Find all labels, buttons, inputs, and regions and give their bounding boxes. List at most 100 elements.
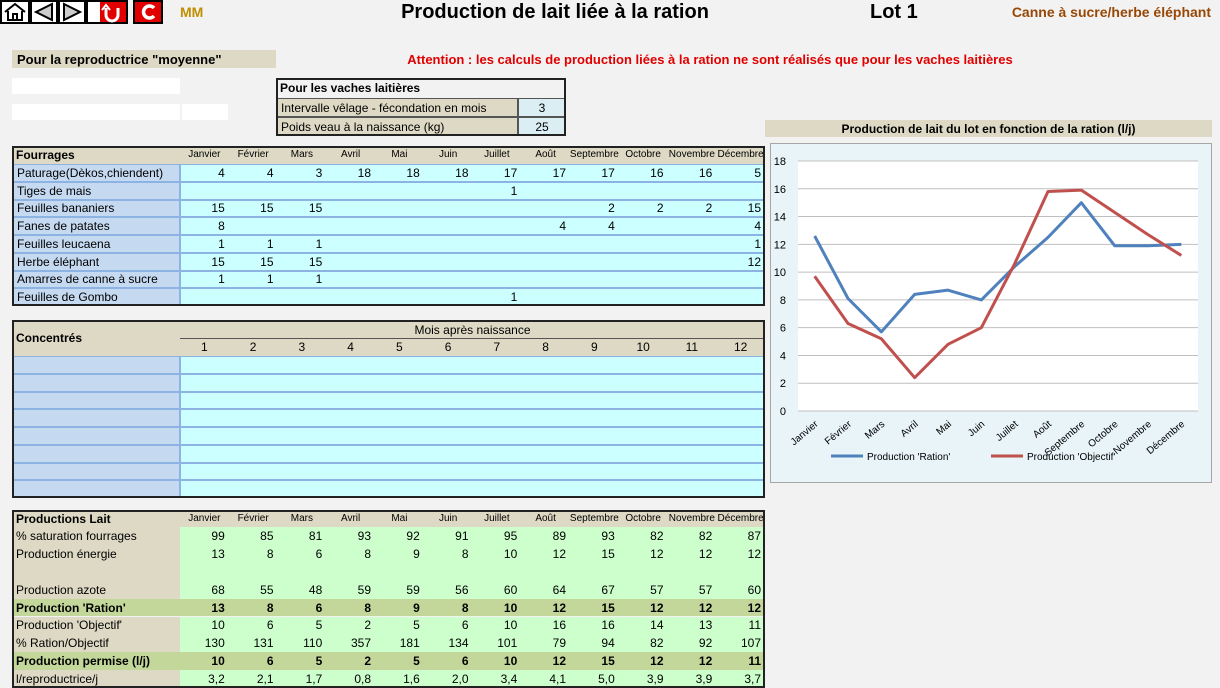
home-button[interactable] <box>0 0 30 24</box>
month-header: Mai <box>391 512 408 524</box>
x-tick-label: Avril <box>899 419 921 440</box>
value-cell: 8 <box>461 600 469 615</box>
value-cell: 357 <box>350 636 371 651</box>
refresh-button[interactable] <box>133 0 163 24</box>
value-cell: 1 <box>315 236 323 251</box>
value-cell: 16 <box>601 618 615 633</box>
y-tick-label: 12 <box>774 239 786 251</box>
value-cell: 60 <box>747 582 761 597</box>
row-cells <box>180 480 765 498</box>
value-cell: 93 <box>357 528 371 543</box>
value-cell: 5 <box>315 654 323 669</box>
lot-label: Lot 1 <box>870 1 918 23</box>
y-tick-label: 6 <box>780 323 786 335</box>
value-cell: 13 <box>211 600 225 615</box>
vaches-label: Intervalle vêlage - fécondation en mois <box>276 98 518 117</box>
value-cell: 17 <box>503 165 518 180</box>
value-cell: 1 <box>266 272 274 287</box>
row-label: Production 'Objectif' <box>12 616 180 635</box>
value-cell: 79 <box>552 636 566 651</box>
value-cell: 2 <box>656 201 664 216</box>
month-header: Octobre <box>625 512 661 524</box>
value-cell: 6 <box>266 654 274 669</box>
value-cell: 68 <box>211 582 225 597</box>
row-label: Feuilles bananiers <box>12 199 180 218</box>
value-cell: 4 <box>608 219 615 234</box>
value-cell: 92 <box>698 636 713 651</box>
value-cell: 87 <box>747 528 761 543</box>
row-cells <box>180 217 765 235</box>
table-header <box>180 510 765 527</box>
value-cell: 134 <box>448 636 469 651</box>
y-tick-label: 14 <box>774 212 786 224</box>
row-cells <box>180 580 765 599</box>
month-header: Octobre <box>625 149 661 160</box>
value-cell: 8 <box>364 600 371 615</box>
row-cells <box>180 616 765 635</box>
value-cell: 15 <box>211 201 225 216</box>
value-cell: 3 <box>315 165 323 180</box>
value-cell: 15 <box>260 254 274 269</box>
value-cell: 6 <box>461 618 469 633</box>
row-label: Fanes de patates <box>12 217 180 235</box>
table-header: Productions Lait <box>12 510 180 527</box>
value-cell: 64 <box>552 582 566 597</box>
chart-title: Production de lait du lot en fonction de… <box>765 120 1212 137</box>
month-header: Janvier <box>188 149 221 160</box>
x-tick-label: Juillet <box>994 419 1021 444</box>
previous-button[interactable] <box>30 0 58 24</box>
ration-label: Canne à sucre/herbe éléphant <box>1011 4 1211 20</box>
month-number: 11 <box>667 338 717 355</box>
y-tick-label: 16 <box>774 184 786 196</box>
value-cell: 92 <box>406 528 420 543</box>
value-cell: 12 <box>650 600 664 615</box>
value-cell: 5 <box>315 618 323 633</box>
value-cell: 1 <box>510 183 518 198</box>
value-cell: 59 <box>357 582 371 597</box>
month-header: Janvier <box>188 512 221 524</box>
value-cell: 59 <box>406 582 420 597</box>
row-label: Feuilles de Gombo <box>12 288 180 306</box>
value-cell: 13 <box>211 546 225 561</box>
value-cell: 5 <box>754 165 761 180</box>
legend-label: Production 'Ration' <box>867 452 950 463</box>
row-label <box>12 409 180 427</box>
value-cell: 3,9 <box>646 672 664 687</box>
blank-cell <box>12 78 180 94</box>
month-number: 7 <box>472 338 522 355</box>
month-header: Mars <box>290 512 313 524</box>
undo-button[interactable] <box>86 0 128 24</box>
value-cell: 2 <box>705 201 713 216</box>
toolbar <box>0 0 163 24</box>
value-cell: 94 <box>601 636 615 651</box>
month-number: 4 <box>326 338 375 355</box>
value-cell: 10 <box>211 618 225 633</box>
y-tick-label: 2 <box>780 378 786 390</box>
month-header: Juin <box>438 149 458 160</box>
value-cell: 1,7 <box>305 672 323 687</box>
chart: 0 2 4 6 8 10 12 14 16 18 Janvier Février Mars Avril Ma… <box>770 143 1212 483</box>
series-line <box>813 201 1182 334</box>
value-cell: 91 <box>455 528 469 543</box>
x-tick-label: Mai <box>935 419 954 438</box>
value-cell: 4,1 <box>549 672 566 687</box>
value-cell: 1,6 <box>403 672 420 687</box>
value-cell: 6 <box>461 654 469 669</box>
value-cell: 15 <box>747 201 761 216</box>
month-number: 8 <box>521 338 570 355</box>
value-cell: 1 <box>510 290 518 305</box>
table-header: Concentrés <box>12 320 180 356</box>
row-label: % saturation fourrages <box>12 527 180 545</box>
row-label: Amarres de canne à sucre <box>12 270 180 289</box>
value-cell: 15 <box>601 600 615 615</box>
row-label <box>12 480 180 498</box>
month-number: 6 <box>423 338 473 355</box>
row-label: Production énergie <box>12 544 180 563</box>
value-cell: 4 <box>559 219 566 234</box>
month-header: Juillet <box>484 149 510 160</box>
next-button[interactable] <box>58 0 86 24</box>
month-header: Mars <box>290 149 313 160</box>
value-cell: 12 <box>747 254 761 269</box>
value-cell: 11 <box>748 618 761 633</box>
